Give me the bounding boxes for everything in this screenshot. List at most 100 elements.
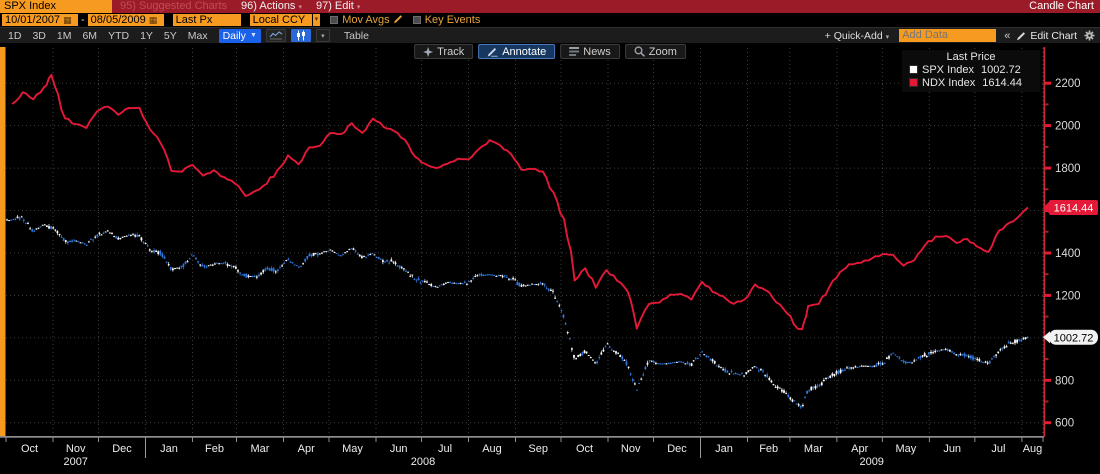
menu-edit[interactable]: 97) Edit ▾ (315, 0, 361, 12)
svg-text:Jun: Jun (390, 443, 408, 455)
annotate-pencil-icon (487, 47, 498, 57)
key-events-label[interactable]: Key Events (424, 14, 481, 26)
chevron-down-icon: ▼ (249, 31, 257, 39)
annotate-button[interactable]: Annotate (478, 44, 556, 59)
svg-text:Jun: Jun (943, 443, 961, 455)
spx-swatch (909, 65, 918, 74)
track-crosshair-icon (423, 46, 434, 57)
calendar-icon[interactable]: ▦ (63, 15, 72, 25)
svg-text:Aug: Aug (1023, 443, 1043, 455)
chevron-down-icon: ▾ (321, 32, 325, 40)
legend-value: 1002.72 (980, 63, 1021, 76)
line-chart-icon (269, 31, 283, 40)
candle-chart-icon (296, 30, 305, 41)
svg-text:1400: 1400 (1055, 248, 1081, 260)
settings-gear-button[interactable] (1084, 30, 1095, 41)
edit-chart-button[interactable]: Edit Chart (1016, 30, 1077, 42)
range-bar: 1D 3D 1M 6M YTD 1Y 5Y Max Daily ▼ ▾ Table + Qui… (0, 27, 1100, 43)
svg-text:800: 800 (1055, 375, 1074, 387)
svg-text:Oct: Oct (21, 443, 38, 455)
collapse-panel-button[interactable]: « (1004, 29, 1011, 42)
range-button-5y[interactable]: 5Y (163, 29, 177, 42)
currency-select[interactable]: Local CCY (249, 14, 312, 26)
svg-text:Aug: Aug (482, 443, 502, 455)
svg-text:Dec: Dec (667, 443, 687, 455)
range-button-ytd[interactable]: YTD (108, 29, 130, 42)
add-data-input[interactable] (899, 29, 997, 42)
mov-avgs-checkbox[interactable] (330, 16, 339, 24)
svg-text:Mar: Mar (804, 443, 823, 455)
legend-row-spx: SPX Index 1002.72 (909, 63, 1033, 76)
range-button-max[interactable]: Max (187, 29, 208, 42)
svg-text:Jul: Jul (991, 443, 1005, 455)
svg-text:Nov: Nov (621, 443, 641, 455)
range-bar-right: + Quick-Add ▾ « Edit Chart (825, 29, 1100, 42)
date-to-field[interactable]: 08/05/2009 ▦ (87, 14, 164, 26)
candle-chart-button[interactable] (290, 29, 311, 42)
svg-text:Apr: Apr (851, 443, 868, 455)
y-axis[interactable]: 6008001000120014001600180020002200 (1043, 47, 1081, 437)
legend-label: NDX Index (922, 76, 976, 89)
svg-text:2008: 2008 (411, 456, 435, 468)
svg-text:Mar: Mar (251, 443, 270, 455)
svg-text:1614.44: 1614.44 (1054, 203, 1094, 215)
svg-text:Feb: Feb (205, 443, 224, 455)
pencil-icon (1017, 31, 1026, 40)
svg-text:Feb: Feb (759, 443, 778, 455)
zoom-button[interactable]: Zoom (624, 44, 686, 59)
chart-type-label: Candle Chart (1029, 0, 1094, 12)
svg-text:1800: 1800 (1055, 163, 1081, 175)
svg-text:600: 600 (1055, 418, 1074, 430)
svg-text:Oct: Oct (576, 443, 593, 455)
table-button[interactable]: Table (343, 29, 369, 42)
range-button-1m[interactable]: 1M (56, 29, 72, 42)
menu-suggested-charts[interactable]: 95) Suggested Charts (120, 0, 228, 12)
spx-candle-series (6, 215, 1029, 410)
svg-text:1200: 1200 (1055, 290, 1081, 302)
range-button-1d[interactable]: 1D (8, 29, 22, 42)
svg-text:Apr: Apr (298, 443, 315, 455)
period-select[interactable]: Daily ▼ (218, 28, 261, 43)
svg-text:Dec: Dec (112, 443, 132, 455)
svg-text:May: May (342, 443, 363, 455)
left-accent-bar (0, 47, 6, 437)
x-axis[interactable]: Oct Nov Dec Jan Feb Mar Apr May Jun Jul Aug Sep Oct N… (0, 436, 1044, 468)
menu-actions[interactable]: 96) Actions ▾ (241, 0, 302, 12)
chevron-down-icon: ▾ (356, 4, 361, 11)
svg-text:2200: 2200 (1055, 78, 1081, 90)
svg-text:Nov: Nov (66, 443, 86, 455)
ticker-field[interactable]: SPX Index (0, 0, 112, 13)
svg-text:2007: 2007 (63, 456, 87, 468)
track-button[interactable]: Track (414, 44, 474, 59)
ndx-line-series (11, 73, 1029, 331)
mov-avgs-label[interactable]: Mov Avgs (342, 14, 390, 26)
currency-dropdown-button[interactable]: ▾ (312, 14, 321, 26)
range-button-1y[interactable]: 1Y (140, 29, 153, 42)
svg-text:2009: 2009 (859, 456, 883, 468)
quick-add-button[interactable]: + Quick-Add ▾ (824, 29, 890, 42)
range-buttons: 1D 3D 1M 6M YTD 1Y 5Y Max (0, 30, 208, 42)
legend: Last Price SPX Index 1002.72 NDX Index 1… (902, 50, 1040, 92)
svg-text:Jul: Jul (438, 443, 452, 455)
ndx-swatch (909, 78, 918, 87)
line-chart-button[interactable] (265, 29, 286, 42)
chart-style-dropdown[interactable]: ▾ (315, 29, 330, 42)
date-from-field[interactable]: 10/01/2007 ▦ (2, 14, 78, 26)
title-bar: SPX Index 95) Suggested Charts 96) Actio… (0, 0, 1100, 13)
chart-area[interactable]: Oct Nov Dec Jan Feb Mar Apr May Jun Jul Aug Sep Oct N… (0, 43, 1100, 474)
price-plot[interactable]: Oct Nov Dec Jan Feb Mar Apr May Jun Jul Aug Sep Oct N… (0, 43, 1100, 474)
calendar-icon[interactable]: ▦ (148, 15, 158, 25)
chart-toolbar: Track Annotate News Zoom (414, 44, 686, 59)
news-button[interactable]: News (560, 44, 620, 59)
magnifier-icon (634, 46, 645, 57)
range-button-3d[interactable]: 3D (32, 29, 46, 42)
gear-icon (1084, 30, 1095, 41)
range-button-6m[interactable]: 6M (82, 29, 98, 42)
key-events-checkbox[interactable] (412, 16, 421, 24)
chevron-down-icon: ▾ (298, 4, 302, 11)
pencil-icon[interactable] (393, 14, 403, 27)
legend-value: 1614.44 (982, 76, 1022, 89)
price-field-select[interactable]: Last Px (172, 14, 241, 26)
news-icon (569, 47, 580, 56)
svg-text:Sep: Sep (528, 443, 548, 455)
